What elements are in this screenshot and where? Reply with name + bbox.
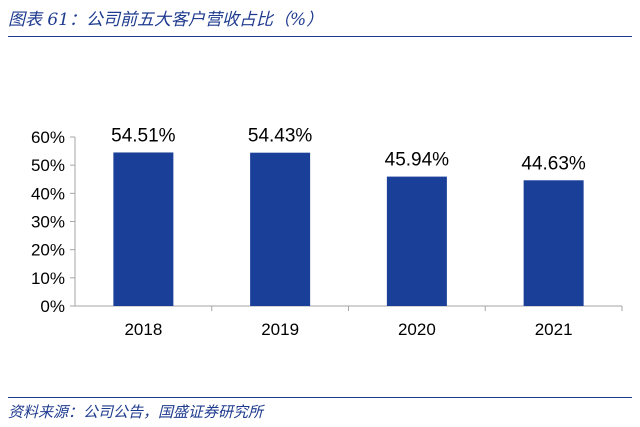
source-divider — [8, 397, 632, 398]
bar — [113, 152, 174, 306]
figure-title: 图表 61：公司前五大客户营收占比（%） — [8, 10, 324, 30]
x-category-label: 2019 — [261, 320, 299, 339]
bar — [386, 176, 447, 306]
y-tick-label: 20% — [31, 241, 65, 260]
bar-value-label: 54.43% — [248, 126, 313, 147]
y-tick-label: 30% — [31, 213, 65, 232]
bar-value-label: 44.63% — [521, 153, 586, 174]
x-category-label: 2021 — [535, 320, 573, 339]
y-tick-label: 40% — [31, 184, 65, 203]
title-divider — [8, 36, 632, 37]
x-category-label: 2020 — [398, 320, 436, 339]
bar — [523, 180, 584, 306]
x-category-label: 2018 — [124, 320, 162, 339]
y-tick-label: 50% — [31, 156, 65, 175]
bar — [250, 152, 311, 306]
bar-value-label: 54.51% — [111, 125, 176, 146]
y-tick-label: 0% — [40, 297, 65, 316]
bar-value-label: 45.94% — [385, 150, 450, 171]
figure-source: 资料来源：公司公告，国盛证券研究所 — [8, 403, 264, 421]
y-tick-label: 60% — [31, 128, 65, 147]
y-tick-label: 10% — [31, 269, 65, 288]
